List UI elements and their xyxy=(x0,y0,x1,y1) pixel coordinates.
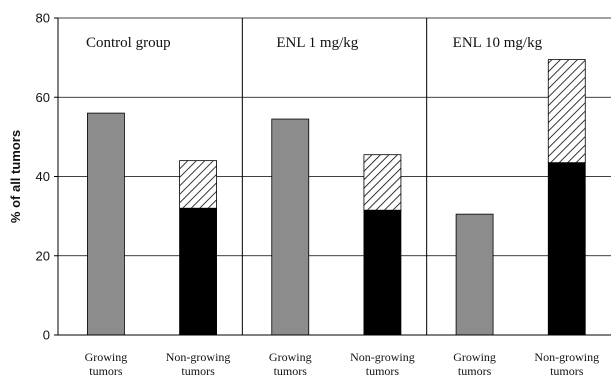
panel-title: ENL 10 mg/kg xyxy=(453,35,543,51)
y-tick-label: 0 xyxy=(43,328,50,343)
bar-segment-hatched xyxy=(179,160,217,209)
bar-segment-hatched xyxy=(547,59,586,164)
category-label: tumors xyxy=(181,364,215,378)
bars xyxy=(87,59,586,336)
y-tick-label: 60 xyxy=(36,90,50,105)
grid-lines xyxy=(58,17,611,257)
panel-title: ENL 1 mg/kg xyxy=(276,35,358,51)
category-label: Growing xyxy=(269,350,312,364)
category-label: tumors xyxy=(550,364,584,378)
y-tick-label: 80 xyxy=(36,11,50,26)
bar-segment-black xyxy=(179,207,217,336)
bar-segment-black xyxy=(547,162,586,336)
category-label: Growing xyxy=(85,350,128,364)
category-label: Growing xyxy=(453,350,496,364)
category-label: Non-growing xyxy=(166,350,231,364)
y-axis-label: % of all tumors xyxy=(8,130,23,223)
category-label: tumors xyxy=(274,364,308,378)
axes xyxy=(54,17,611,336)
category-label: Non-growing xyxy=(350,350,415,364)
panel-title: Control group xyxy=(86,35,171,51)
category-label: tumors xyxy=(458,364,492,378)
bar-segment-gray xyxy=(271,118,310,336)
bar-segment-gray xyxy=(87,112,125,336)
labels: 0 20 40 60 80 % of all tumors Control group Gro… xyxy=(8,11,599,379)
y-tick-label: 20 xyxy=(36,248,50,263)
bar-segment-gray xyxy=(455,213,494,336)
category-label: tumors xyxy=(366,364,400,378)
category-label: Non-growing xyxy=(534,350,599,364)
category-label: tumors xyxy=(89,364,123,378)
bar-segment-black xyxy=(363,209,402,336)
bar-segment-hatched xyxy=(363,154,402,211)
y-tick-label: 40 xyxy=(36,169,50,184)
